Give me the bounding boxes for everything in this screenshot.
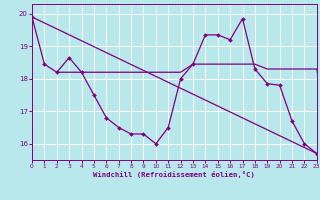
- X-axis label: Windchill (Refroidissement éolien,°C): Windchill (Refroidissement éolien,°C): [93, 171, 255, 178]
